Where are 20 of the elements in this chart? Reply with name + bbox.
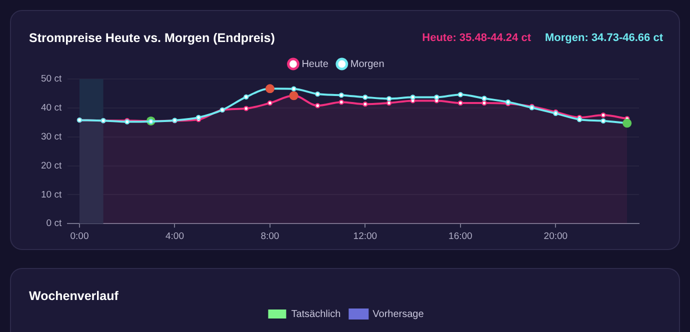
x-tick-label: 4:00	[165, 230, 184, 242]
y-tick-label: 10 ct	[40, 189, 62, 200]
y-tick-label: 40 ct	[40, 102, 62, 114]
x-tick-label: 20:00	[544, 230, 568, 242]
x-tick-label: 8:00	[260, 230, 280, 242]
x-tick-label: 12:00	[353, 230, 378, 242]
chart-title: Strompreise Heute vs. Morgen (Endpreis)	[29, 31, 275, 45]
y-tick-label: 50 ct	[40, 74, 62, 85]
x-tick-label: 16:00	[448, 230, 472, 242]
legend-label: Heute	[302, 58, 329, 70]
legend-label: Tatsächlich	[291, 308, 341, 320]
text: Morgen: 34.73-46.66 ct	[545, 32, 663, 44]
y-tick-label: 20 ct	[40, 160, 62, 172]
legend-label: Vorhersage	[372, 308, 424, 320]
y-tick-label: 0 ct	[46, 218, 62, 230]
y-tick-label: 30 ct	[40, 131, 62, 142]
x-tick-label: 0:00	[70, 230, 89, 242]
text: Wochenverlauf	[29, 289, 118, 303]
text: Heute: 35.48-44.24 ct	[422, 32, 531, 44]
legend-label: Morgen	[350, 58, 384, 70]
